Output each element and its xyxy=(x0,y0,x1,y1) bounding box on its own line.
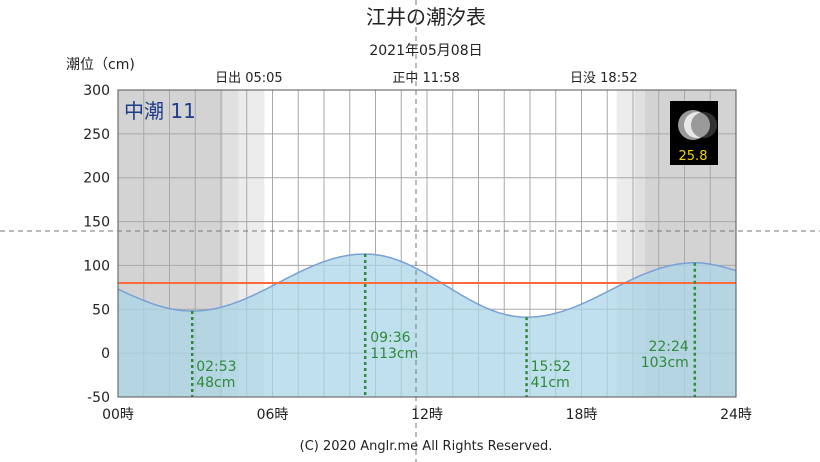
tide-curve xyxy=(117,253,737,318)
y-tick-label: 250 xyxy=(83,127,110,143)
y-tick-label: 300 xyxy=(83,83,110,99)
waning-crescent-moon-icon xyxy=(678,110,717,140)
y-tick-label: 0 xyxy=(101,346,110,362)
tide-name-label: 中潮 11 xyxy=(124,99,196,123)
x-tick-label: 06時 xyxy=(257,407,289,423)
y-tick-label: 150 xyxy=(83,215,110,231)
x-tick-label: 12時 xyxy=(411,407,443,423)
x-tick-label: 24時 xyxy=(720,407,752,423)
tide-area xyxy=(118,254,736,397)
y-tick-label: 200 xyxy=(83,171,110,187)
tide-event-height: 48cm xyxy=(196,375,235,391)
y-tick-label: 100 xyxy=(83,258,110,274)
chart-date: 2021年05月08日 xyxy=(369,43,482,59)
tide-event-time: 02:53 xyxy=(196,359,236,375)
sunset-label: 日没 18:52 xyxy=(570,71,638,86)
tide-event-height: 41cm xyxy=(531,375,570,391)
solar-noon-label: 正中 11:58 xyxy=(392,71,460,86)
chart-title: 江井の潮汐表 xyxy=(366,5,486,29)
tide-event-time: 15:52 xyxy=(531,359,571,375)
twilight-shade-evening xyxy=(634,90,646,397)
tide-event-height: 113cm xyxy=(370,346,418,362)
x-tick-label: 18時 xyxy=(566,407,598,423)
y-tick-label: 50 xyxy=(92,302,110,318)
y-tick-label: -50 xyxy=(87,390,110,406)
sunrise-label: 日出 05:05 xyxy=(215,71,283,86)
x-tick-label: 00時 xyxy=(102,407,134,423)
copyright-text: (C) 2020 Anglr.me All Rights Reserved. xyxy=(300,439,553,454)
moon-phase-badge: 25.8 xyxy=(670,101,718,165)
tide-event-height: 103cm xyxy=(641,355,689,371)
plot-frame xyxy=(117,89,737,398)
y-axis-label: 潮位（cm) xyxy=(66,57,135,73)
moon-age: 25.8 xyxy=(679,149,708,164)
tide-event-time: 22:24 xyxy=(648,339,688,355)
tide-event-time: 09:36 xyxy=(370,330,410,346)
